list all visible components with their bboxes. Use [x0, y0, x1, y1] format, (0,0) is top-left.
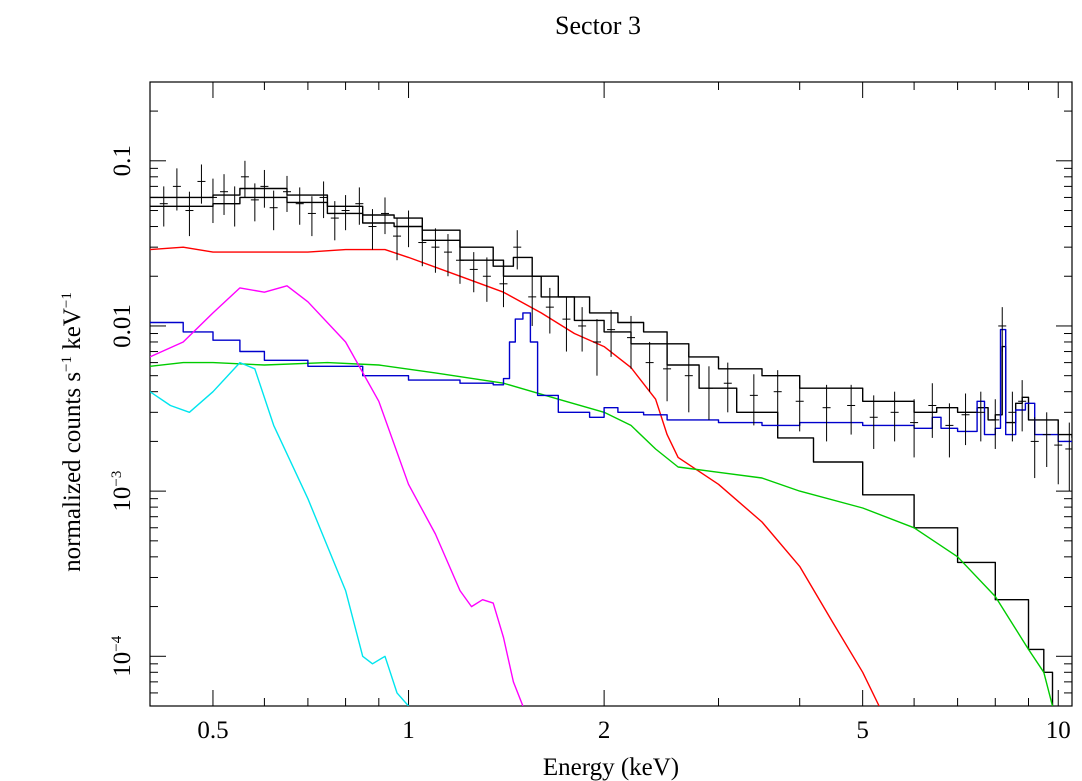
y-axis-label-main: normalized counts s	[59, 372, 86, 572]
data-points-group	[159, 160, 1072, 492]
series-line-6	[150, 361, 410, 706]
y-axis-label-mid: keV	[59, 308, 86, 356]
y-tick-label-base: 10	[109, 487, 136, 512]
y-tick-label: 0.01	[109, 304, 136, 348]
series-layer	[150, 160, 1072, 706]
y-tick-label-exp: −3	[109, 471, 125, 487]
y-tick-label-base: 0.1	[109, 145, 136, 176]
y-tick-label-base: 10	[109, 652, 136, 677]
y-tick-label-exp: −4	[109, 635, 125, 651]
y-axis-label-exp1: −1	[59, 356, 75, 372]
chart-title: Sector 3	[555, 11, 641, 40]
y-tick-label-base: 0.01	[109, 304, 136, 348]
series-line-3	[150, 361, 1054, 706]
x-tick-label: 0.5	[197, 717, 228, 744]
y-axis-label-exp2: −1	[59, 292, 75, 308]
y-axis-label: normalized counts s−1 keV−1	[59, 292, 86, 572]
plot-frame	[149, 81, 1073, 707]
series-line-1	[150, 196, 1054, 706]
series-line-5	[150, 285, 524, 706]
x-tick-label: 2	[598, 717, 611, 744]
x-axis-label: Energy (keV)	[543, 754, 679, 781]
series-line-2	[150, 246, 880, 706]
x-tick-label: 1	[402, 717, 415, 744]
axis-ticks	[149, 82, 1072, 707]
x-tick-labels: 0.5 1 2 5 10	[197, 717, 1070, 744]
x-tick-label: 10	[1046, 717, 1071, 744]
y-tick-label: 10−3	[109, 471, 136, 512]
y-tick-label: 0.1	[109, 145, 136, 176]
x-tick-label: 5	[856, 717, 869, 744]
y-tick-label: 10−4	[109, 635, 136, 676]
series-line-4	[150, 312, 1072, 443]
